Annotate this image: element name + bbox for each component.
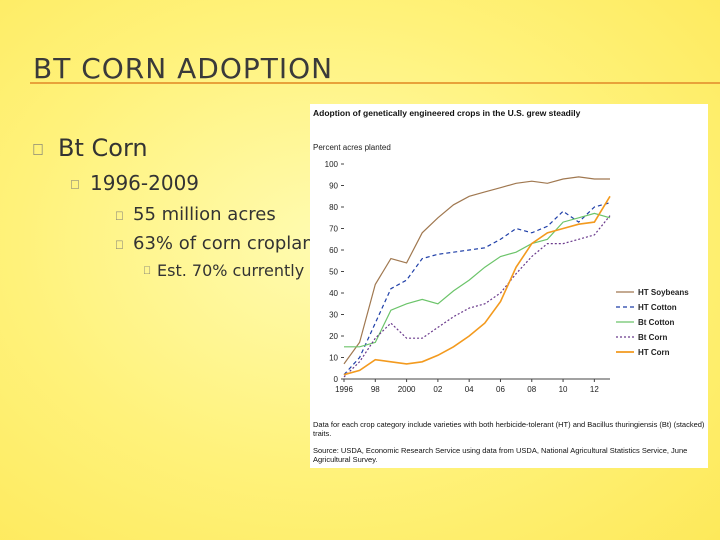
y-tick-label: 90: [329, 182, 338, 191]
bullet-bt-corn: Bt Corn: [58, 134, 148, 162]
x-tick-label: 12: [590, 385, 599, 394]
bullet-marker-icon: : [32, 142, 44, 160]
x-tick-label: 2000: [398, 385, 416, 394]
x-tick-label: 98: [371, 385, 380, 394]
bullet-years: 1996-2009: [90, 171, 200, 195]
y-tick-label: 40: [329, 289, 338, 298]
figure-source: Source: USDA, Economic Research Service …: [313, 446, 688, 464]
y-tick-label: 70: [329, 225, 338, 234]
series-line-bt-corn: [343, 215, 611, 378]
series-line-ht-soybeans: [343, 176, 610, 365]
y-tick-label: 50: [329, 268, 338, 277]
bullet-marker-icon: : [115, 238, 124, 252]
bullet-acres: 55 million acres: [133, 204, 276, 225]
title-divider: [30, 82, 720, 84]
y-axis-label: Percent acres planted: [313, 143, 391, 152]
legend-label-ht-corn: HT Corn: [638, 348, 670, 357]
x-tick-label: 02: [433, 385, 442, 394]
x-tick-label: 06: [496, 385, 505, 394]
legend-label-ht-cotton: HT Cotton: [638, 303, 677, 312]
y-tick-label: 60: [329, 246, 338, 255]
y-tick-label: 100: [325, 160, 339, 169]
bullet-marker-icon: : [115, 209, 124, 223]
legend-label-bt-corn: Bt Corn: [638, 333, 667, 342]
series-line-ht-corn: [343, 195, 611, 376]
bullet-marker-icon: : [143, 265, 151, 277]
legend-label-bt-cotton: Bt Cotton: [638, 318, 675, 327]
bullet-cropland: 63% of corn cropland: [133, 233, 326, 254]
y-tick-label: 20: [329, 332, 338, 341]
series-line-ht-cotton: [343, 202, 611, 376]
legend-label-ht-soybeans: HT Soybeans: [638, 288, 689, 297]
chart-title: Adoption of genetically engineered crops…: [313, 108, 581, 118]
y-tick-label: 30: [329, 311, 338, 320]
bullet-estimate: Est. 70% currently: [157, 261, 305, 280]
y-tick-label: 80: [329, 203, 338, 212]
x-tick-label: 08: [527, 385, 536, 394]
x-tick-label: 10: [559, 385, 568, 394]
x-tick-label: 1996: [335, 385, 353, 394]
adoption-figure: Adoption of genetically engineered crops…: [310, 104, 708, 468]
x-tick-label: 04: [465, 385, 474, 394]
series-line-bt-cotton: [344, 212, 611, 348]
y-tick-label: 10: [329, 354, 338, 363]
figure-footnote: Data for each crop category include vari…: [313, 420, 705, 438]
y-tick-label: 0: [334, 375, 339, 384]
bullet-marker-icon: : [70, 177, 80, 192]
slide-title: BT CORN ADOPTION: [33, 52, 334, 85]
adoption-chart: Adoption of genetically engineered crops…: [313, 108, 689, 394]
